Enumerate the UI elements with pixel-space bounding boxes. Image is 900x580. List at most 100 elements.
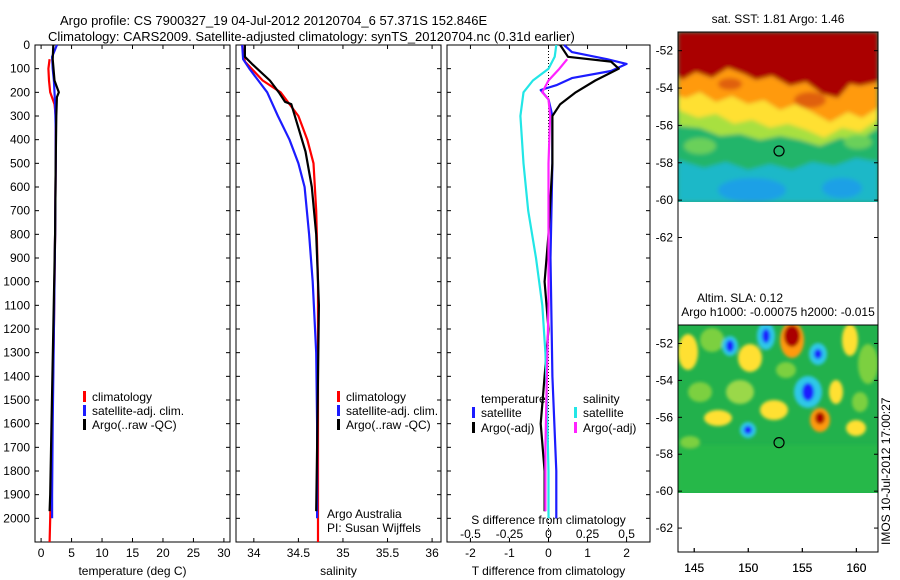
- y-tick-label: 100: [10, 62, 30, 76]
- lat-tick-label: -54: [656, 81, 674, 95]
- legend-label: Argo(..raw -QC): [346, 418, 431, 432]
- lon-tick-label: 150: [738, 561, 758, 575]
- lat-tick-label: -62: [656, 521, 674, 535]
- legend-label: Argo(-adj): [481, 421, 534, 435]
- y-tick-label: 900: [10, 251, 30, 265]
- y-tick-label: 300: [10, 109, 30, 123]
- y-tick-label: 200: [10, 85, 30, 99]
- y-tick-label: 1700: [3, 440, 30, 454]
- y-tick-label: 1300: [3, 346, 30, 360]
- legend-swatch: [472, 407, 475, 418]
- y-tick-label: 800: [10, 227, 30, 241]
- x-tick-label: -2: [465, 546, 476, 560]
- sla-map-panel: Altim. SLA: 0.12 Argo h1000: -0.00075 h2…: [656, 291, 879, 575]
- x-tick-label: -1: [504, 546, 515, 560]
- legend-label: satellite-adj. clim.: [92, 404, 184, 418]
- argo-position-marker: [773, 145, 785, 157]
- legend-label: Argo(..raw -QC): [92, 418, 177, 432]
- legend-swatch: [83, 419, 86, 430]
- series-line-argo-raw-qc-: [243, 45, 320, 512]
- sla-map-title-line1: Altim. SLA: 0.12: [697, 291, 783, 305]
- y-tick-label: 700: [10, 204, 30, 218]
- x-axis-label: salinity: [320, 564, 357, 578]
- y-tick-label: 1600: [3, 417, 30, 431]
- s-diff-tick-label: 0.5: [618, 527, 635, 541]
- s-diff-tick-label: 0: [545, 527, 552, 541]
- x-tick-label: 5: [68, 546, 75, 560]
- legend-swatch: [574, 407, 577, 418]
- y-tick-label: 600: [10, 180, 30, 194]
- y-tick-label: 1200: [3, 322, 30, 336]
- lon-tick-label: 155: [792, 561, 812, 575]
- legend-label: satellite: [583, 406, 624, 420]
- x-tick-label: 10: [95, 546, 109, 560]
- series-line-temperature-argo-adj-: [539, 44, 620, 512]
- imos-timestamp: IMOS 10-Jul-2012 17:00:27: [879, 397, 893, 545]
- legend-swatch: [337, 391, 340, 402]
- temperature-axes: 0100200300400500600700800900100011001200…: [3, 38, 231, 578]
- y-tick-label: 400: [10, 133, 30, 147]
- argo-annotation: Argo Australia: [327, 507, 402, 521]
- argo-position-marker: [773, 437, 785, 449]
- series-line-temperature-satellite: [539, 44, 628, 519]
- legend-swatch: [337, 405, 340, 416]
- y-tick-label: 1400: [3, 369, 30, 383]
- y-tick-label: 2000: [3, 511, 30, 525]
- sst-field: [678, 32, 878, 202]
- y-tick-label: 1900: [3, 488, 30, 502]
- x-tick-label: 34: [247, 546, 261, 560]
- x-tick-label: 30: [217, 546, 231, 560]
- legend-label: satellite: [481, 406, 522, 420]
- lon-tick-label: 160: [846, 561, 866, 575]
- x-axis-label: T difference from climatology: [472, 564, 626, 578]
- lon-tick-label: 145: [684, 561, 704, 575]
- legend-swatch: [574, 422, 577, 433]
- lat-tick-label: -54: [656, 373, 674, 387]
- legend-swatch: [83, 405, 86, 416]
- lat-tick-label: -58: [656, 156, 674, 170]
- x-tick-label: 1: [584, 546, 591, 560]
- argo-annotation: PI: Susan Wijffels: [327, 521, 421, 535]
- lon-tick-label: 145: [684, 561, 704, 575]
- lat-tick-label: -60: [656, 484, 674, 498]
- lon-tick-label: 160: [846, 561, 866, 575]
- legend-swatch: [83, 391, 86, 402]
- lat-tick-label: -60: [656, 193, 674, 207]
- x-tick-label: 0: [545, 546, 552, 560]
- series-line-salinity-argo-adj-: [541, 58, 569, 512]
- s-diff-tick-label: -0.5: [460, 527, 481, 541]
- legend-label: climatology: [92, 390, 152, 404]
- x-tick-label: 2: [623, 546, 630, 560]
- y-tick-label: 1500: [3, 393, 30, 407]
- difference-axes: -2 -1 0 1 2 T difference from climatology -0.5…: [446, 44, 651, 578]
- legend-swatch: [472, 422, 475, 433]
- x-tick-label: 34.5: [287, 546, 311, 560]
- figure-title-line2: Climatology: CARS2009. Satellite-adjuste…: [48, 29, 575, 44]
- s-diff-tick-label: -0.25: [496, 527, 524, 541]
- temperature-frame: [34, 44, 231, 543]
- salinity-axes: 34 34.5 35 35.5 36 salinity climatologysatelli…: [235, 44, 442, 578]
- x-tick-label: 35.5: [376, 546, 400, 560]
- x-tick-label: 35: [336, 546, 350, 560]
- lat-tick-label: -52: [656, 336, 674, 350]
- lon-tick-label: 155: [792, 561, 812, 575]
- x-axis-label: temperature (deg C): [78, 564, 186, 578]
- sla-field: [678, 325, 878, 493]
- x-tick-label: 0: [38, 546, 45, 560]
- series-line-argo-raw-qc-: [48, 44, 60, 512]
- y-tick-label: 1800: [3, 464, 30, 478]
- lat-tick-label: -56: [656, 410, 674, 424]
- x-tick-label: 15: [126, 546, 140, 560]
- lon-tick-label: 150: [738, 561, 758, 575]
- legend-label: satellite-adj. clim.: [346, 404, 438, 418]
- salinity-frame: [235, 44, 442, 543]
- x-tick-label: 20: [156, 546, 170, 560]
- s-diff-axis-label: S difference from climatology: [471, 513, 626, 527]
- legend-title-temperature: temperature: [481, 392, 546, 406]
- x-tick-label: 36: [425, 546, 439, 560]
- legend-label: Argo(-adj): [583, 421, 636, 435]
- sst-map-panel: sat. SST: 1.81 Argo: 1.46: [656, 12, 879, 575]
- lat-tick-label: -56: [656, 118, 674, 132]
- y-tick-label: 500: [10, 156, 30, 170]
